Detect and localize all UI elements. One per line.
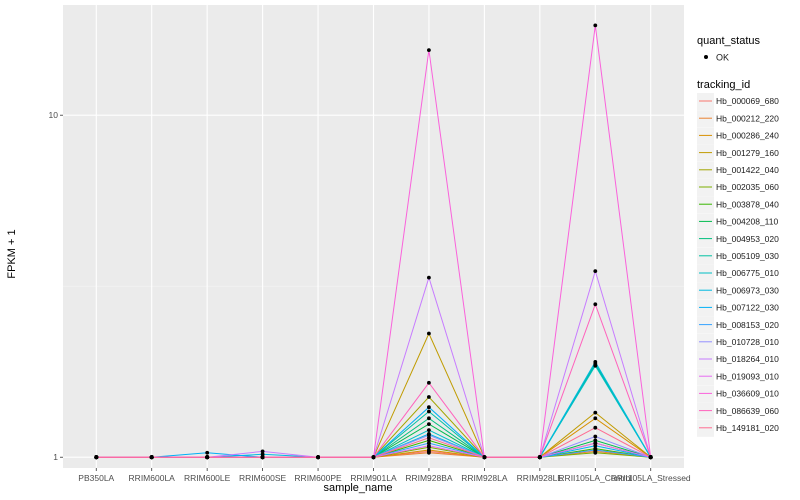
x-axis: PB350LA RRIM600LA RRIM600LE RRIM600SE RRIM60… [78,468,691,483]
data-point [260,452,265,457]
legend-shape-label: OK [716,53,729,63]
data-point [593,434,598,439]
data-point [593,416,598,421]
data-point [648,455,653,460]
x-tick-label: RRIM928LA [461,473,508,483]
y-axis-title: FPKM + 1 [6,229,18,278]
data-point [593,23,598,28]
data-point [149,455,154,460]
legend-item-label: Hb_004953_020 [716,234,779,244]
data-point [205,455,210,460]
data-point [427,450,431,455]
data-point [260,455,265,460]
legend-item-label: Hb_000069_680 [716,96,779,106]
x-tick-label: RRIM901LA [350,473,397,483]
data-point [260,449,265,454]
data-point [427,275,431,280]
data-point [427,448,431,452]
data-point [94,455,99,460]
data-point [593,410,598,415]
legend-item-label: Hb_000212_220 [716,113,779,123]
y-tick-label: 10 [49,110,59,120]
grid-major [63,5,684,468]
legend-item-label: Hb_005109_030 [716,251,779,261]
x-tick-label: RRIM600PE [294,473,342,483]
x-tick-label: RRIM600SE [239,473,287,483]
x-axis-title: sample_name [323,482,392,494]
legend-quant-status: quant_status OK [697,35,760,63]
data-point [427,331,431,336]
legend-item-label: Hb_001422_040 [716,165,779,175]
data-point [593,302,598,307]
legend-item-label: Hb_007122_030 [716,303,779,313]
legend-item-label: Hb_019093_010 [716,371,779,381]
data-point [593,425,598,430]
legend-item-label: Hb_008153_020 [716,320,779,330]
data-point [427,438,431,443]
data-point [537,455,542,460]
data-point [427,416,431,421]
legend-item-label: Hb_003878_040 [716,199,779,209]
data-point [593,448,598,452]
legend-tracking-id: tracking_id Hb_000069_680 Hb_000212_220 Hb… [697,79,779,437]
x-tick-label: RRIM600LE [184,473,231,483]
legend-item-label: Hb_149181_020 [716,423,779,433]
x-tick-label: RRIM928LE [517,473,564,483]
legend-item-label: Hb_001279_160 [716,148,779,158]
legend-item-label: Hb_086639_060 [716,406,779,416]
legend-item-label: Hb_004208_110 [716,217,779,227]
x-tick-label: RRIM928BA [405,473,453,483]
legend-item-label: Hb_010728_010 [716,337,779,347]
legend-color-title: tracking_id [697,79,750,91]
data-point [316,455,320,460]
data-points [94,23,653,460]
legend-item-label: Hb_006775_010 [716,268,779,278]
y-tick-label: 1 [53,452,58,462]
data-point [427,428,431,432]
data-point [427,48,431,52]
data-point [427,380,431,385]
data-point [593,450,598,455]
data-point [427,405,431,410]
data-point [593,269,598,273]
legend-shape-title: quant_status [697,35,760,47]
x-tick-label: RRII105LA_Stressed [611,473,691,483]
data-point [427,441,431,445]
data-point [371,455,376,460]
data-point [593,438,598,443]
legend-item-label: Hb_000286_240 [716,131,779,141]
data-point [427,409,431,414]
data-point [427,395,431,399]
data-point [427,433,431,438]
legend-item-label: Hb_036609_010 [716,389,779,399]
legend-item-label: Hb_002035_060 [716,182,779,192]
data-point [482,455,487,460]
x-tick-label: PB350LA [78,473,114,483]
x-tick-label: RRII105LA_Control [558,473,632,483]
data-point [593,363,598,368]
data-point [593,360,598,364]
data-point [427,443,431,448]
data-point [593,441,598,445]
data-point [427,422,431,426]
x-tick-label: RRIM600LA [129,473,176,483]
data-point [205,450,210,455]
legend-item-label: Hb_018264_010 [716,354,779,364]
y-axis: 1 10 [49,110,63,462]
legend-item-label: Hb_006973_030 [716,285,779,295]
legend-point-key [704,55,708,59]
data-point [427,435,431,440]
data-point [593,443,598,448]
